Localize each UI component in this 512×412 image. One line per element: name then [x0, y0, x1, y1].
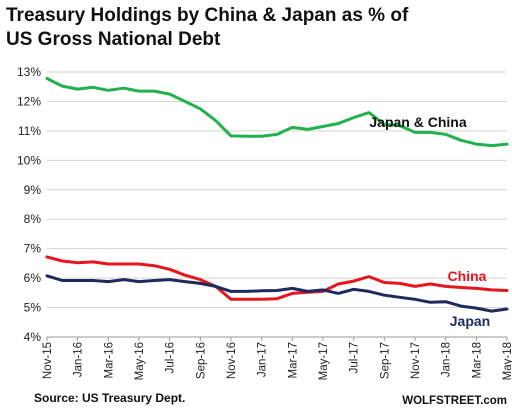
x-tick-label: May-16	[134, 342, 146, 380]
series-line-china	[45, 255, 509, 301]
y-tick-label: 5%	[24, 301, 42, 315]
x-tick-label: Nov-17	[410, 342, 422, 379]
x-tick-label: Jul-16	[165, 342, 177, 373]
y-tick-label: 6%	[24, 271, 42, 285]
series-lines	[45, 77, 509, 313]
x-tick-label: May-17	[318, 342, 330, 380]
x-tick-label: Jan-17	[257, 342, 269, 377]
series-line-japan-china	[45, 77, 509, 148]
series-line-japan	[45, 274, 509, 313]
y-tick-label: 11%	[18, 124, 41, 138]
y-tick-label: 9%	[24, 183, 42, 197]
series-labels: Japan & China China Japan	[369, 114, 490, 329]
x-tick-label: May-18	[502, 342, 512, 380]
x-tick-label: Mar-17	[287, 342, 299, 378]
x-tick-label: Jan-18	[441, 342, 453, 377]
series-label-china: China	[448, 268, 487, 284]
y-axis: 4% 5% 6% 7% 8% 9% 10% 11% 12% 13%	[17, 65, 41, 344]
x-tick-label: Jul-17	[349, 342, 361, 373]
x-tick-label: Sep-17	[379, 342, 391, 379]
chart-title: Treasury Holdings by China & Japan as % …	[6, 4, 506, 52]
chart-title-line-2: US Gross National Debt	[6, 29, 221, 50]
y-tick-label: 7%	[24, 242, 42, 256]
x-tick-label: Nov-16	[226, 342, 238, 379]
y-tick-label: 12%	[17, 94, 41, 108]
y-tick-label: 4%	[24, 330, 42, 344]
x-axis: Nov-15 Jan-16 Mar-16 May-16 Jul-16 Sep-16 Nov-…	[42, 336, 512, 380]
brand-label: WOLFSTREET.com	[402, 395, 507, 407]
series-label-japan-china: Japan & China	[369, 114, 466, 130]
x-tick-label: Nov-15	[42, 342, 54, 379]
source-note: Source: US Treasury Dept.	[34, 391, 185, 405]
y-tick-label: 8%	[24, 212, 42, 226]
x-tick-label: Mar-18	[471, 342, 483, 378]
x-tick-label: Jan-16	[73, 342, 85, 377]
y-tick-label: 10%	[17, 153, 41, 167]
x-tick-label: Mar-16	[103, 342, 115, 378]
y-tick-label: 13%	[17, 65, 41, 79]
series-label-japan: Japan	[450, 313, 490, 329]
chart-footer: Source: US Treasury Dept. WOLFSTREET.com	[34, 391, 507, 407]
x-tick-label: Sep-16	[195, 342, 207, 379]
chart-title-line-1: Treasury Holdings by China & Japan as % …	[6, 5, 409, 26]
